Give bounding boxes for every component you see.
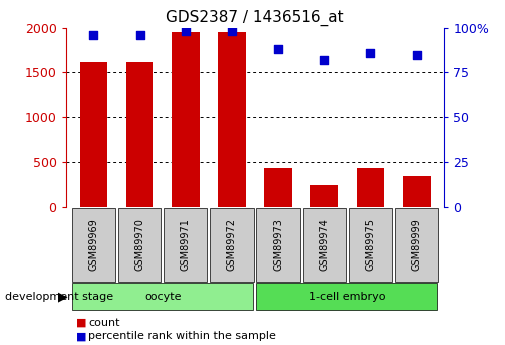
Point — [367, 50, 375, 56]
Text: GSM89999: GSM89999 — [412, 219, 422, 271]
FancyBboxPatch shape — [164, 208, 208, 282]
Bar — [218, 32, 246, 207]
Text: GSM89970: GSM89970 — [134, 218, 144, 272]
Text: 1-cell embryo: 1-cell embryo — [309, 292, 386, 302]
Text: GSM89974: GSM89974 — [319, 218, 329, 272]
Text: GSM89971: GSM89971 — [181, 218, 191, 272]
Bar — [357, 168, 384, 207]
FancyBboxPatch shape — [349, 208, 392, 282]
Point — [274, 46, 282, 52]
FancyBboxPatch shape — [72, 208, 115, 282]
Text: GSM89973: GSM89973 — [273, 218, 283, 272]
Text: oocyte: oocyte — [144, 292, 181, 302]
FancyBboxPatch shape — [302, 208, 346, 282]
Text: ■: ■ — [76, 318, 86, 327]
Title: GDS2387 / 1436516_at: GDS2387 / 1436516_at — [166, 10, 344, 26]
Text: development stage: development stage — [5, 292, 113, 302]
Text: GSM89972: GSM89972 — [227, 218, 237, 272]
FancyBboxPatch shape — [257, 208, 300, 282]
Point — [182, 28, 190, 34]
Bar — [311, 185, 338, 207]
FancyBboxPatch shape — [395, 208, 438, 282]
Bar — [79, 62, 107, 207]
FancyBboxPatch shape — [72, 284, 252, 310]
Point — [320, 57, 328, 63]
Text: ■: ■ — [76, 332, 86, 341]
Point — [135, 32, 143, 38]
Text: count: count — [88, 318, 120, 327]
FancyBboxPatch shape — [118, 208, 161, 282]
Bar — [264, 168, 292, 207]
Point — [413, 52, 421, 57]
Text: ▶: ▶ — [58, 290, 68, 303]
Text: percentile rank within the sample: percentile rank within the sample — [88, 332, 276, 341]
Point — [89, 32, 97, 38]
Text: GSM89969: GSM89969 — [88, 219, 98, 271]
Bar — [403, 176, 431, 207]
Point — [228, 28, 236, 34]
FancyBboxPatch shape — [257, 284, 437, 310]
Text: GSM89975: GSM89975 — [366, 218, 376, 272]
Bar — [172, 32, 199, 207]
FancyBboxPatch shape — [210, 208, 254, 282]
Bar — [126, 62, 154, 207]
